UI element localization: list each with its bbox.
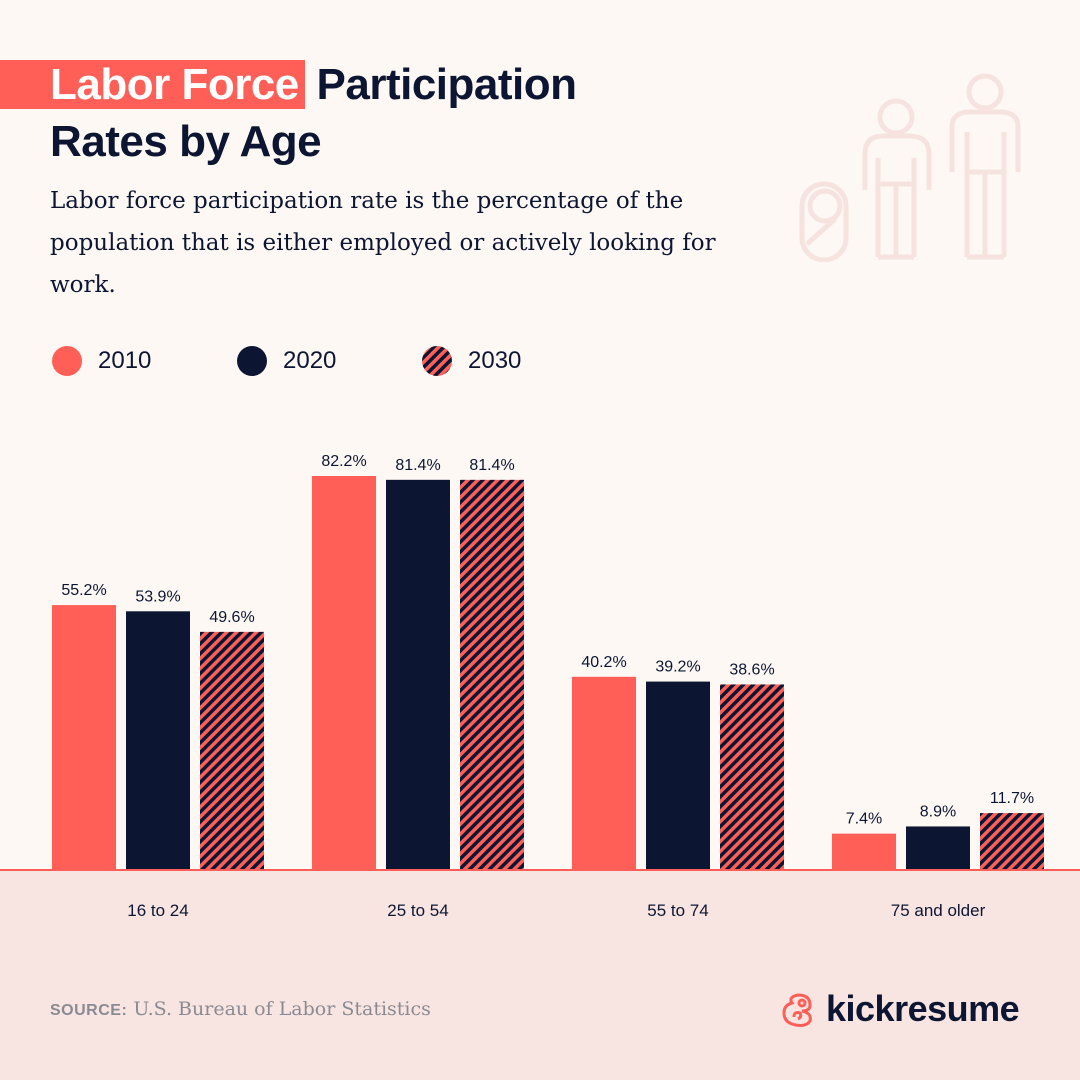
- bar-2030-0: [200, 631, 264, 869]
- legend-swatch-2020: [237, 346, 267, 376]
- title-rest: Participation: [304, 60, 577, 109]
- x-axis-band: [0, 869, 1080, 1080]
- brand-name: kickresume: [826, 988, 1020, 1029]
- source: SOURCE: U.S. Bureau of Labor Statistics: [50, 998, 431, 1020]
- bar-2020-2: [646, 681, 710, 869]
- x-tick-label: 55 to 74: [647, 901, 708, 920]
- legend: 2010 2020 2030: [52, 346, 607, 376]
- bar-2010-1: [312, 476, 376, 869]
- legend-swatch-2010: [52, 346, 82, 376]
- bar-2010-2: [572, 676, 636, 869]
- data-label: 81.4%: [395, 457, 440, 474]
- source-label: SOURCE:: [50, 1002, 128, 1019]
- legend-label: 2030: [468, 347, 522, 374]
- title-highlight: Labor Force: [0, 60, 305, 109]
- x-tick-label: 25 to 54: [387, 901, 448, 920]
- x-tick-label: 16 to 24: [127, 901, 188, 920]
- data-label: 49.6%: [209, 609, 254, 626]
- legend-item-2030: 2030: [422, 346, 607, 376]
- chameleon-icon: [782, 993, 812, 1027]
- legend-swatch-2030: [422, 346, 452, 376]
- legend-label: 2010: [98, 347, 152, 374]
- child-icon: [862, 98, 932, 260]
- bar-2030-3: [980, 813, 1044, 869]
- data-label: 38.6%: [729, 661, 774, 678]
- data-label: 11.7%: [990, 790, 1034, 807]
- kickresume-logo: kickresume: [780, 988, 1020, 1030]
- title-line2: Rates by Age: [50, 117, 322, 166]
- data-label: 82.2%: [321, 453, 366, 470]
- data-label: 8.9%: [920, 803, 956, 820]
- legend-label: 2020: [283, 347, 337, 374]
- bar-2020-0: [126, 611, 190, 869]
- source-text: U.S. Bureau of Labor Statistics: [127, 998, 431, 1020]
- bar-2030-1: [460, 479, 524, 869]
- data-label: 53.9%: [135, 588, 180, 605]
- data-label: 7.4%: [846, 811, 882, 828]
- page-title: Labor Force Participation Rates by Age: [0, 56, 577, 170]
- people-illustration: [799, 73, 1021, 262]
- data-label: 81.4%: [469, 457, 514, 474]
- baby-icon: [799, 181, 849, 262]
- subtitle: Labor force participation rate is the pe…: [50, 188, 716, 298]
- bar-2020-3: [906, 826, 970, 869]
- data-label: 40.2%: [581, 654, 626, 671]
- legend-item-2020: 2020: [237, 346, 422, 376]
- bar-2030-2: [720, 684, 784, 869]
- legend-item-2010: 2010: [52, 346, 237, 376]
- data-label: 55.2%: [61, 582, 106, 599]
- adult-icon: [949, 73, 1021, 260]
- bar-2010-3: [832, 833, 896, 869]
- data-label: 39.2%: [655, 659, 700, 676]
- bar-2020-1: [386, 479, 450, 869]
- bar-2010-0: [52, 605, 116, 869]
- x-tick-label: 75 and older: [891, 901, 986, 920]
